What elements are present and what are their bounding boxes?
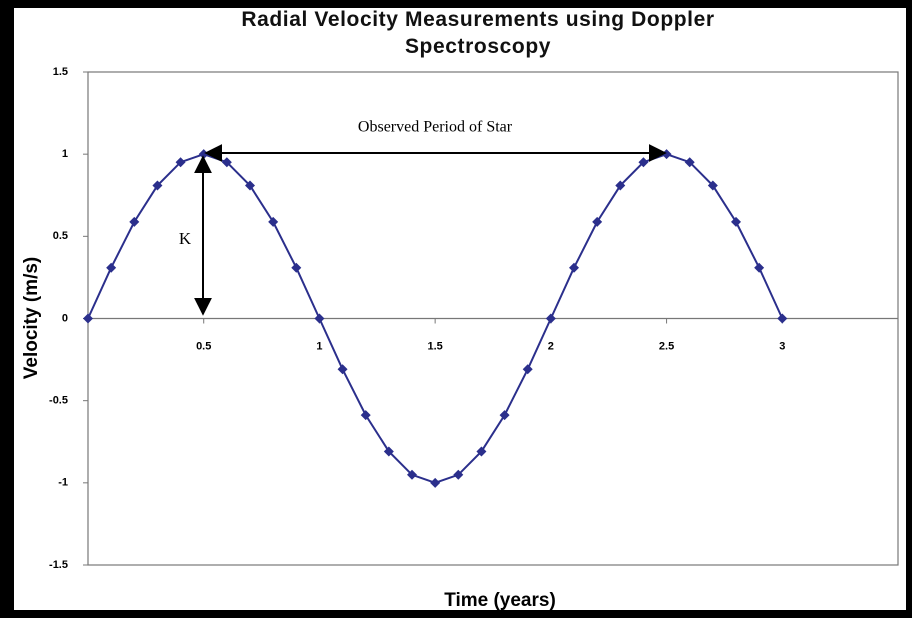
y-axis-label: Velocity (m/s): [21, 257, 42, 380]
data-point: [291, 262, 302, 273]
data-point: [545, 313, 556, 324]
data-point: [337, 364, 348, 375]
x-tick-label: 2: [548, 340, 554, 352]
data-point: [592, 216, 603, 227]
data-point: [731, 216, 741, 227]
y-tick-label: -0.5: [49, 395, 68, 407]
data-point: [360, 410, 371, 421]
plot: -1.5 -1 -0.5 0 0.5 1 1.5 0.5 1 1.5 2 2.5 3: [49, 66, 898, 571]
data-point: [175, 157, 186, 168]
x-tick-label: 0.5: [196, 340, 211, 352]
data-point: [152, 180, 163, 191]
data-point: [615, 180, 626, 191]
data-point: [245, 180, 255, 191]
chart-title: Radial Velocity Measurements using Doppl…: [241, 8, 715, 58]
data-point: [314, 313, 325, 324]
x-axis-label: Time (years): [444, 590, 556, 611]
data-point: [407, 469, 417, 480]
data-point: [430, 477, 441, 488]
data-point: [684, 157, 695, 168]
annotation: K: [179, 229, 192, 248]
data-point: [754, 262, 765, 273]
data-point: [83, 313, 93, 324]
y-tick-label: -1: [58, 477, 68, 489]
data-point: [453, 469, 464, 480]
x-tick-label: 1: [316, 340, 322, 352]
x-tick-label: 1.5: [427, 340, 442, 352]
data-point: [777, 313, 788, 324]
y-tick-label: 0.5: [53, 230, 68, 242]
data-point: [268, 216, 279, 227]
y-tick-label: -1.5: [49, 559, 68, 571]
y-tick-label: 1: [62, 148, 68, 160]
x-tick-label: 2.5: [659, 340, 674, 352]
data-point: [129, 216, 140, 227]
y-tick-label: 0: [62, 312, 68, 324]
data-point: [499, 410, 510, 421]
background: [14, 8, 906, 610]
y-tick-label: 1.5: [53, 66, 68, 78]
data-point: [707, 180, 718, 191]
data-point: [476, 446, 487, 457]
data-point: [522, 364, 533, 375]
data-point: [383, 446, 394, 457]
annotation: Observed Period of Star: [358, 119, 513, 136]
data-point: [106, 262, 117, 273]
data-point: [569, 262, 579, 273]
x-tick-label: 3: [779, 340, 785, 352]
